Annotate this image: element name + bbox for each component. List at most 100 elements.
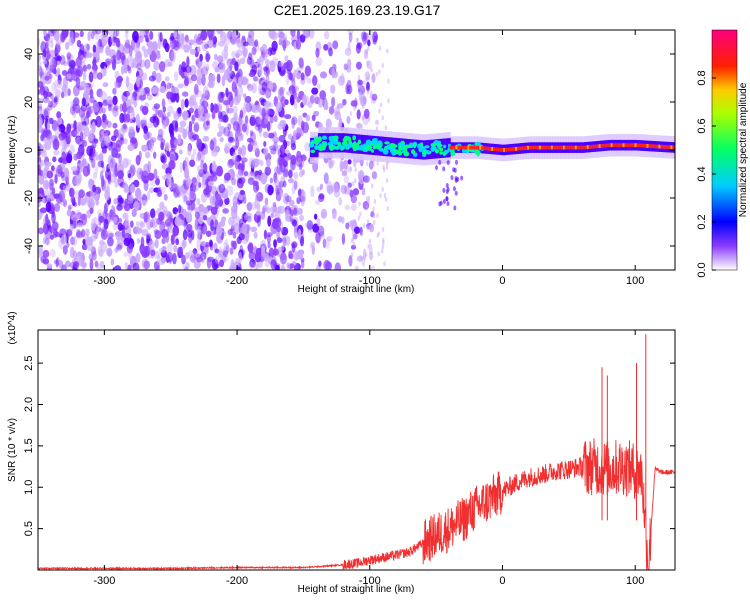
signal-tail [453, 205, 457, 211]
noise-blob [223, 50, 228, 60]
noise-blob [172, 252, 177, 265]
noise-blob [82, 165, 90, 177]
noise-blob [371, 93, 378, 101]
noise-blob [354, 265, 359, 270]
noise-blob [56, 111, 62, 119]
noise-blob [170, 32, 175, 41]
noise-blob [381, 237, 385, 243]
noise-blob [62, 244, 68, 255]
noise-blob [268, 247, 275, 259]
noise-blob [38, 194, 43, 203]
noise-blob [123, 90, 130, 97]
noise-blob [350, 87, 353, 93]
x-tick-label: 100 [626, 575, 644, 587]
noise-blob [55, 258, 59, 268]
noise-blob [276, 231, 281, 239]
noise-blob [201, 41, 208, 52]
noise-blob [136, 62, 142, 70]
noise-blob [44, 163, 50, 173]
noise-blob [301, 121, 309, 134]
noise-blob [80, 80, 87, 88]
noise-blob [53, 150, 60, 156]
noise-blob [222, 208, 229, 214]
noise-blob [112, 54, 117, 63]
noise-blob [355, 61, 362, 70]
noise-blob [75, 76, 81, 89]
signal-peak [596, 144, 599, 149]
noise-blob [96, 88, 103, 98]
noise-blob [156, 265, 161, 270]
noise-blob [284, 235, 291, 246]
noise-blob [182, 191, 186, 204]
noise-blob [91, 121, 96, 134]
noise-blob [72, 201, 78, 208]
noise-blob [177, 83, 184, 89]
y-tick-label: 40 [23, 48, 35, 60]
noise-blob [120, 65, 125, 75]
noise-blob [346, 116, 351, 124]
noise-blob [237, 85, 244, 98]
noise-blob [372, 213, 376, 219]
x-tick-label: 0 [499, 275, 505, 287]
noise-blob [278, 38, 283, 46]
noise-blob [267, 215, 272, 227]
noise-blob [346, 84, 353, 95]
noise-blob [362, 86, 365, 92]
signal-peak [566, 145, 569, 150]
noise-blob [107, 177, 112, 185]
noise-blob [281, 124, 286, 131]
noise-blob [320, 208, 328, 219]
noise-blob [105, 45, 111, 56]
noise-blob [291, 219, 298, 227]
noise-blob [101, 175, 105, 188]
signal-peak [483, 146, 486, 151]
noise-blob [306, 77, 312, 84]
noise-blob [82, 139, 88, 148]
noise-blob [134, 36, 138, 44]
noise-blob [216, 55, 224, 63]
signal-peak [586, 145, 589, 150]
noise-blob [191, 176, 197, 184]
signal-core [410, 139, 413, 159]
noise-blob [141, 193, 148, 203]
noise-blob [42, 59, 48, 65]
noise-blob [117, 170, 125, 180]
noise-blob [282, 180, 287, 188]
noise-blob [305, 114, 311, 122]
noise-blob [164, 42, 170, 53]
signal-peak [638, 143, 641, 148]
noise-blob [264, 100, 272, 108]
signal-peak [558, 145, 561, 150]
signal-peak [475, 145, 478, 150]
noise-blob [387, 78, 390, 84]
noise-blob [290, 142, 297, 151]
noise-blob [122, 123, 127, 130]
signal-speck [377, 143, 381, 149]
noise-blob [79, 130, 84, 142]
noise-blob [347, 159, 352, 165]
snr-line-layer [38, 334, 675, 570]
noise-blob [263, 229, 268, 240]
noise-blob [284, 209, 290, 219]
noise-blob [303, 30, 311, 39]
noise-blob [357, 123, 360, 129]
colorbar-tick-label: 0.8 [696, 70, 708, 85]
noise-blob [367, 45, 370, 51]
noise-blob [196, 67, 203, 78]
noise-blob [298, 188, 302, 197]
noise-blob [383, 193, 387, 199]
noise-blob [161, 112, 167, 121]
signal-speck [397, 142, 404, 147]
noise-blob [197, 113, 204, 122]
noise-blob [192, 248, 198, 255]
noise-blob [285, 90, 293, 96]
noise-blob [214, 248, 220, 254]
noise-blob [110, 258, 115, 266]
noise-blob [284, 114, 292, 120]
noise-blob [195, 155, 201, 162]
noise-blob [45, 181, 49, 191]
noise-blob [370, 265, 376, 270]
signal-peak [640, 143, 643, 148]
noise-blob [53, 79, 59, 90]
noise-blob [228, 95, 234, 108]
